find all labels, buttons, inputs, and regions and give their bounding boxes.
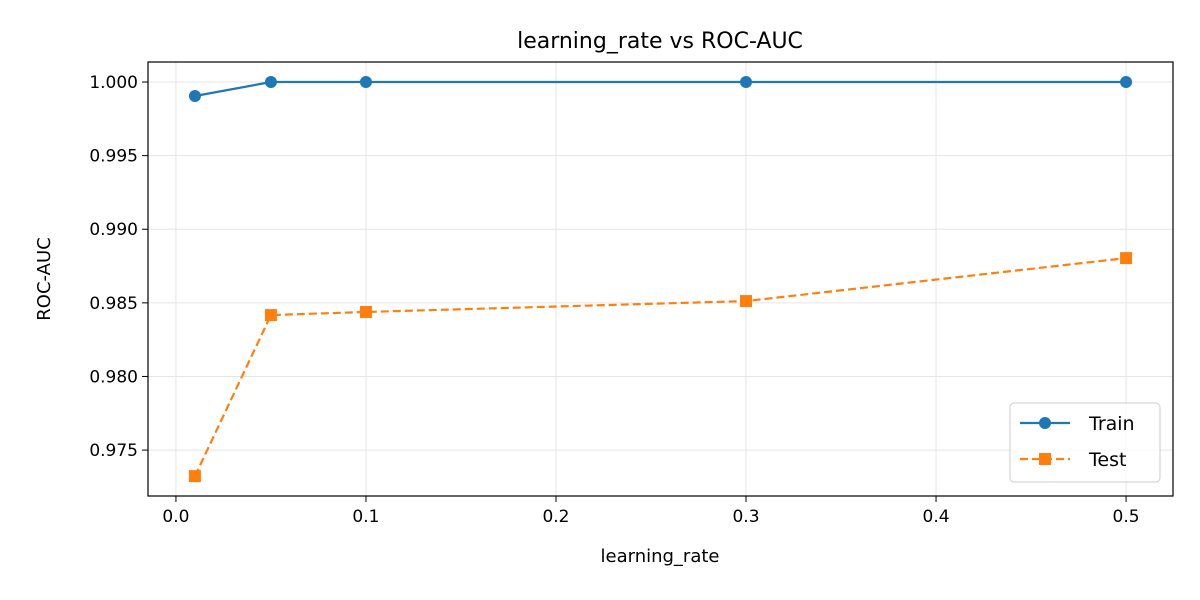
legend-marker-train [1039, 417, 1051, 429]
x-tick-label: 0.4 [923, 507, 950, 527]
data-point-test [359, 305, 372, 318]
legend: Train Test [1009, 402, 1161, 483]
x-tick-label: 0.3 [732, 507, 759, 527]
data-point-train [264, 76, 277, 89]
legend-marker-test [1039, 453, 1051, 465]
data-point-test [1120, 252, 1133, 265]
y-axis-label: ROC-AUC [34, 237, 55, 320]
legend-label-test: Test [1088, 449, 1126, 471]
y-tick-label: 0.985 [89, 294, 138, 314]
data-point-test [188, 470, 201, 483]
ticks: 0.0 0.1 0.2 0.3 0.4 0.5 0.975 0.980 0.985 0.990 0.… [89, 73, 1139, 527]
series-line-test [193, 257, 1127, 477]
data-point-train [188, 90, 201, 103]
x-tick-label: 0.0 [162, 507, 189, 527]
data-point-train [740, 76, 753, 89]
x-tick-label: 0.2 [542, 507, 569, 527]
y-tick-label: 0.995 [89, 147, 138, 167]
series-line-train [194, 80, 1127, 98]
series [188, 76, 1133, 483]
y-tick-label: 0.990 [89, 220, 138, 240]
chart-title: learning_rate vs ROC-AUC [517, 29, 803, 54]
legend-label-train: Train [1088, 413, 1135, 435]
y-tick-label: 1.000 [89, 73, 138, 93]
x-tick-label: 0.5 [1113, 507, 1140, 527]
data-point-test [264, 309, 277, 322]
plot-frame [147, 61, 1174, 497]
y-tick-label: 0.980 [89, 367, 138, 387]
y-tick-label: 0.975 [89, 441, 138, 461]
x-tick-label: 0.1 [352, 507, 379, 527]
data-point-test [740, 295, 753, 308]
x-axis-label: learning_rate [601, 546, 720, 567]
legend-box [1009, 402, 1161, 483]
data-point-train [359, 76, 372, 89]
data-point-train [1120, 76, 1133, 89]
